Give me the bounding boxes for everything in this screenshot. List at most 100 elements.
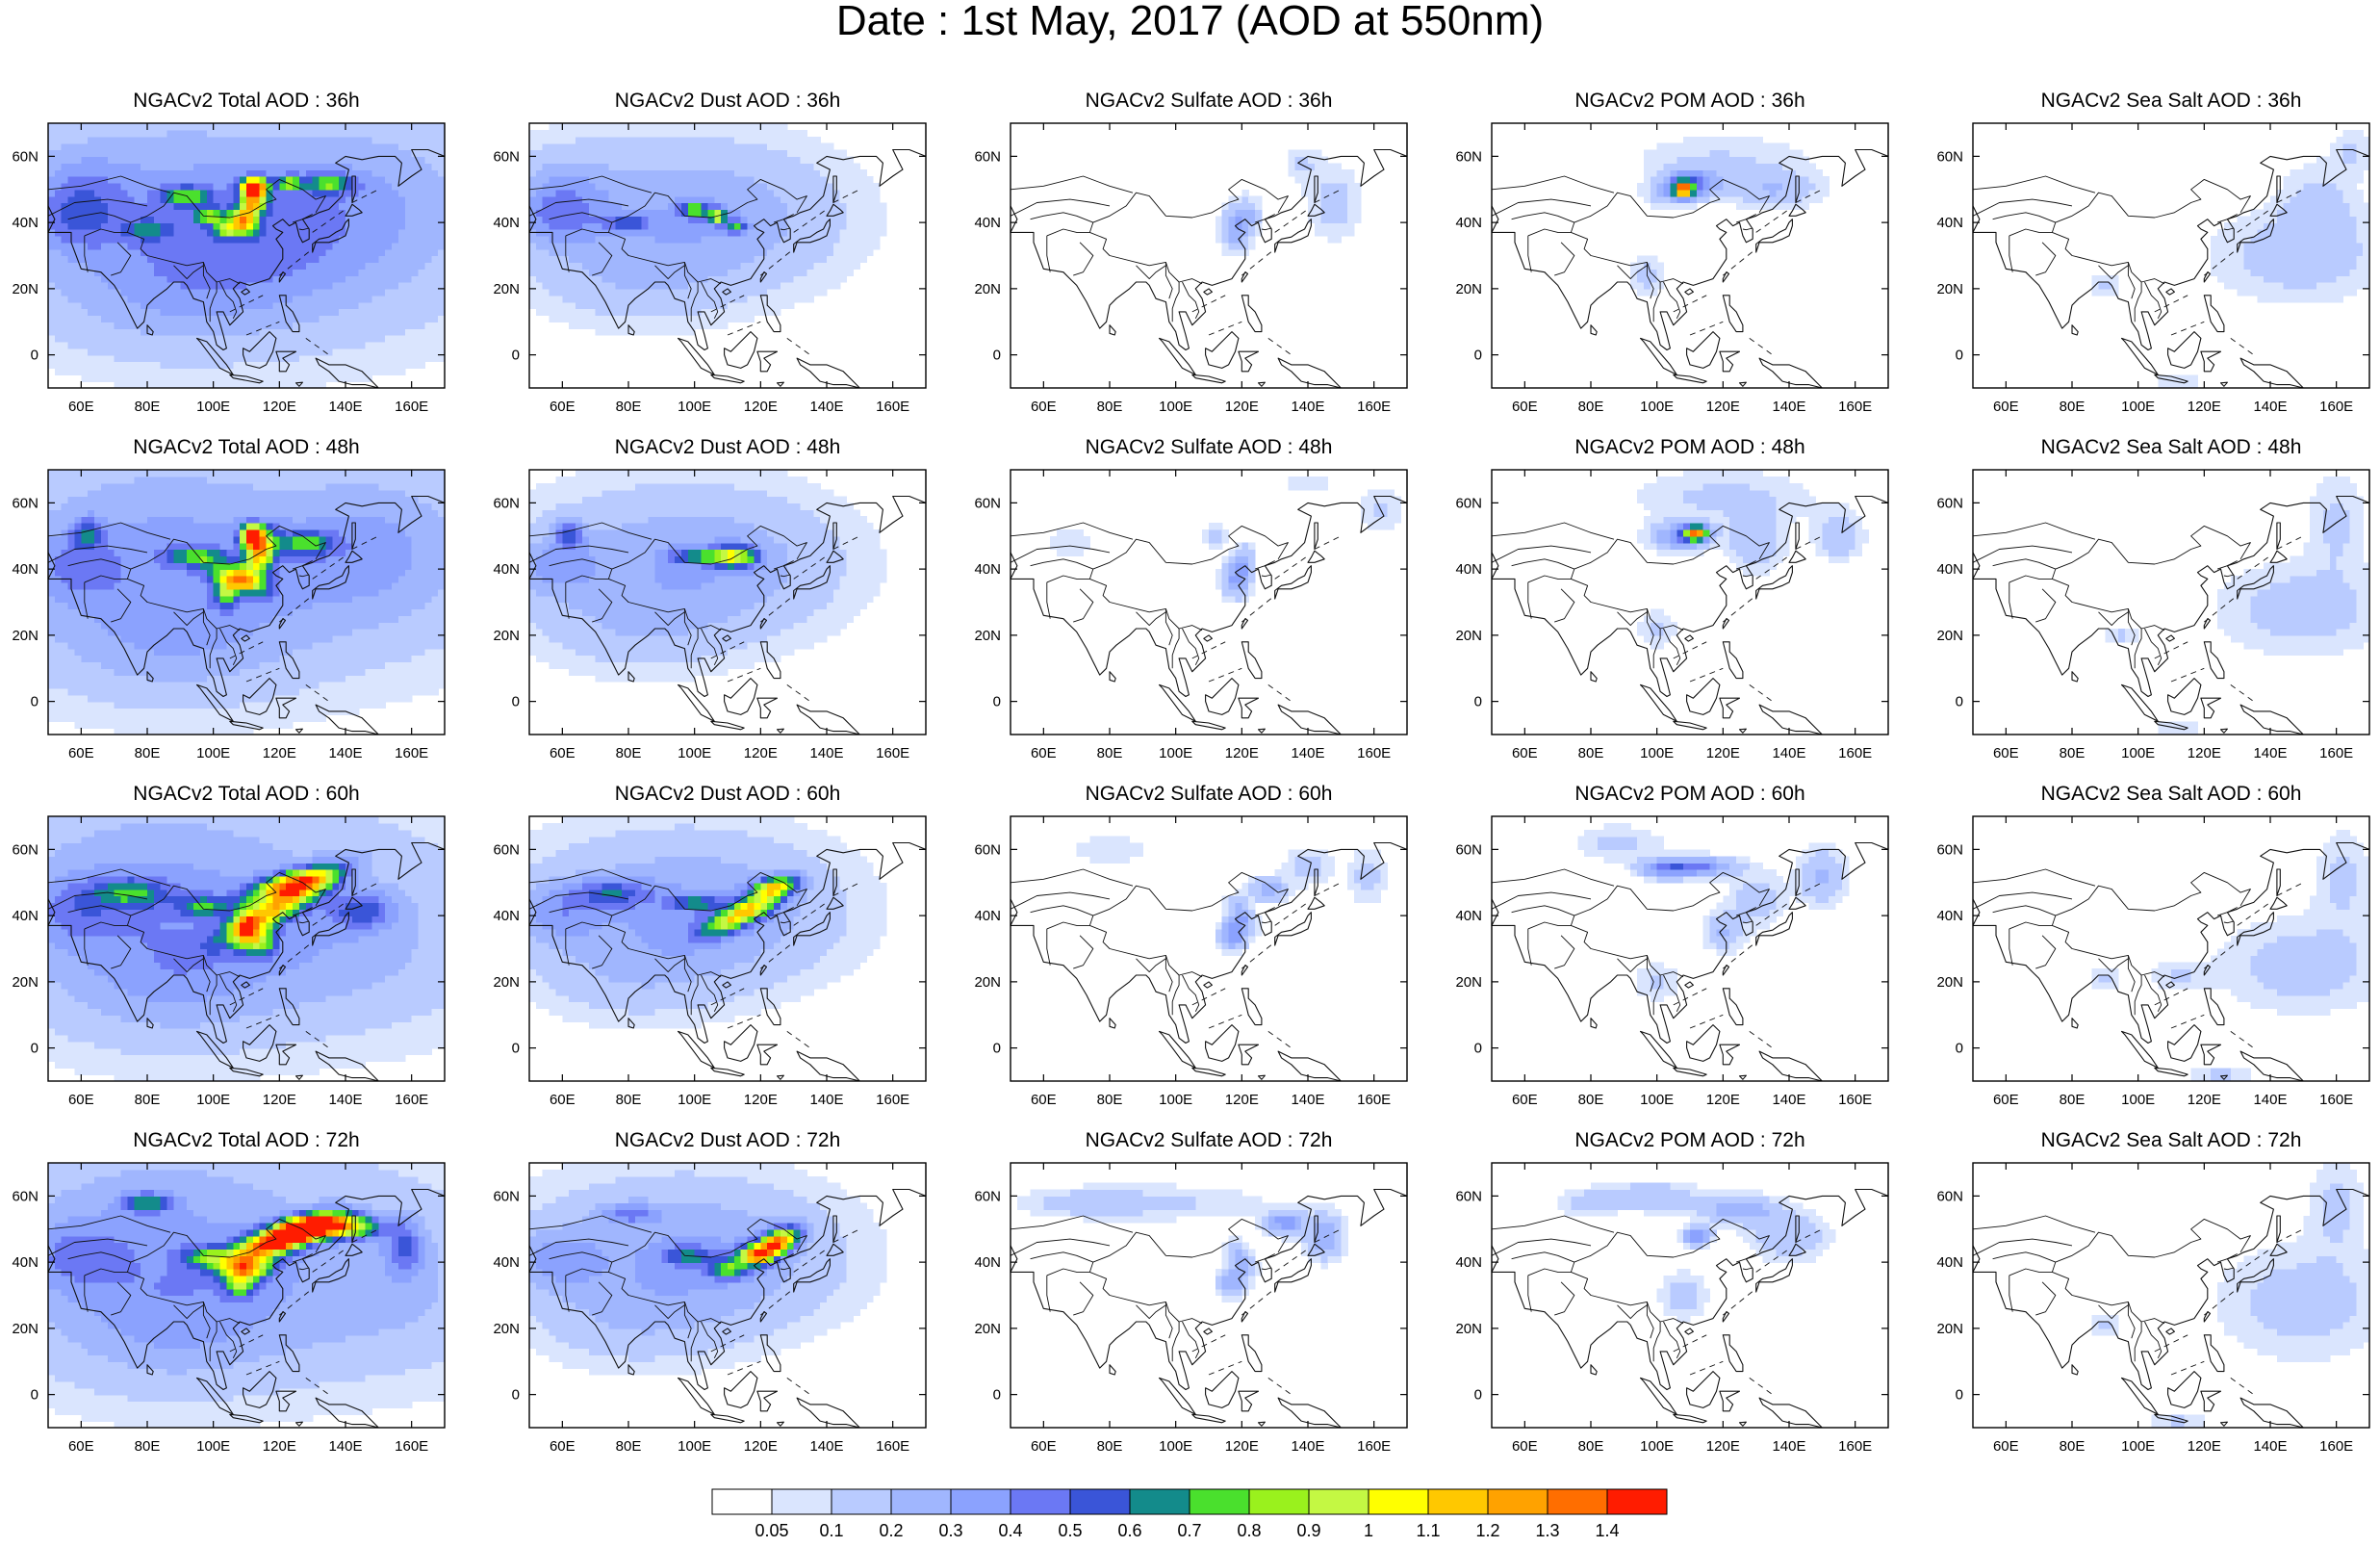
aod-cell <box>608 282 616 290</box>
aod-cell <box>108 328 115 336</box>
aod-cell <box>707 196 715 204</box>
aod-cell <box>576 130 583 138</box>
panel-title: NGACv2 Dust AOD : 36h <box>529 90 926 113</box>
aod-cell <box>94 156 102 164</box>
aod-cell <box>424 342 432 349</box>
aod-cell <box>820 249 828 257</box>
aod-cell <box>299 309 307 317</box>
aod-cell <box>728 249 735 257</box>
aod-cell <box>2337 229 2344 237</box>
aod-cell <box>187 302 194 310</box>
aod-cell <box>286 236 294 244</box>
aod-cell <box>649 322 656 329</box>
aod-cell <box>75 362 83 370</box>
aod-cell <box>1756 163 1764 170</box>
aod-cell <box>714 222 722 230</box>
aod-cell <box>675 176 682 184</box>
aod-cell <box>543 275 550 283</box>
aod-cell <box>214 203 221 211</box>
aod-cell <box>431 289 439 297</box>
aod-cell <box>398 322 406 329</box>
aod-cell <box>174 229 182 237</box>
aod-cell <box>596 256 603 264</box>
aod-cell <box>707 163 715 170</box>
aod-cell <box>147 269 155 276</box>
aod-cell <box>655 137 663 144</box>
aod-cell <box>127 374 135 382</box>
aod-cell <box>582 163 590 170</box>
aod-cell <box>1809 196 1817 204</box>
aod-cell <box>2356 275 2364 283</box>
aod-cell <box>101 289 109 297</box>
aod-cell <box>94 236 102 244</box>
island-outline <box>711 374 744 383</box>
aod-cell <box>556 150 564 158</box>
aod-cell <box>220 123 228 131</box>
aod-cell <box>833 275 841 283</box>
aod-cell <box>187 348 194 356</box>
aod-cell <box>253 296 261 303</box>
aod-cell <box>562 183 570 191</box>
aod-cell <box>246 196 254 204</box>
aod-cell <box>220 269 228 276</box>
aod-cell <box>767 130 775 138</box>
aod-cell <box>115 196 122 204</box>
aod-cell <box>154 355 162 363</box>
aod-cell <box>2316 203 2324 211</box>
maritime-boundary <box>728 322 760 335</box>
aod-cell <box>339 130 346 138</box>
aod-cell <box>55 315 63 322</box>
aod-cell <box>1816 169 1824 177</box>
aod-cell <box>543 269 550 276</box>
aod-cell <box>299 289 307 297</box>
aod-cell <box>536 137 544 144</box>
aod-cell <box>760 209 768 217</box>
aod-cell <box>1796 150 1804 158</box>
aod-cell <box>325 243 333 249</box>
aod-cell <box>714 236 722 244</box>
aod-cell <box>180 183 188 191</box>
aod-cell <box>412 236 420 244</box>
aod-cell <box>1354 183 1362 191</box>
aod-cell <box>1321 176 1329 184</box>
aod-cell <box>707 137 715 144</box>
aod-cell <box>108 163 115 170</box>
aod-cell <box>431 163 439 170</box>
aod-cell <box>405 296 413 303</box>
aod-cell <box>55 296 63 303</box>
aod-cell <box>299 190 307 197</box>
aod-cell <box>306 355 314 363</box>
aod-cell <box>108 302 115 310</box>
aod-cell <box>734 156 742 164</box>
aod-cell <box>161 249 168 257</box>
aod-cell <box>293 209 300 217</box>
aod-cell <box>615 262 623 270</box>
aod-cell <box>628 169 636 177</box>
aod-cell <box>1816 196 1824 204</box>
aod-cell <box>2290 176 2298 184</box>
aod-cell <box>134 362 141 370</box>
aod-cell <box>378 289 386 297</box>
aod-cell <box>681 282 689 290</box>
aod-cell <box>562 203 570 211</box>
aod-cell <box>1321 169 1329 177</box>
aod-cell <box>774 196 781 204</box>
aod-cell <box>339 243 346 249</box>
aod-cell <box>240 243 247 249</box>
aod-cell <box>1816 176 1824 184</box>
aod-cell <box>115 315 122 322</box>
aod-cell <box>602 309 610 317</box>
aod-cell <box>392 362 399 370</box>
aod-cell <box>306 368 314 375</box>
aod-cell <box>582 150 590 158</box>
aod-cell <box>741 249 749 257</box>
aod-cell <box>880 222 887 230</box>
aod-cell <box>847 216 855 223</box>
aod-cell <box>608 328 616 336</box>
aod-cell <box>412 362 420 370</box>
aod-cell <box>2323 282 2331 290</box>
aod-cell <box>781 183 788 191</box>
aod-cell <box>628 123 636 131</box>
aod-cell <box>695 183 703 191</box>
aod-cell <box>424 328 432 336</box>
